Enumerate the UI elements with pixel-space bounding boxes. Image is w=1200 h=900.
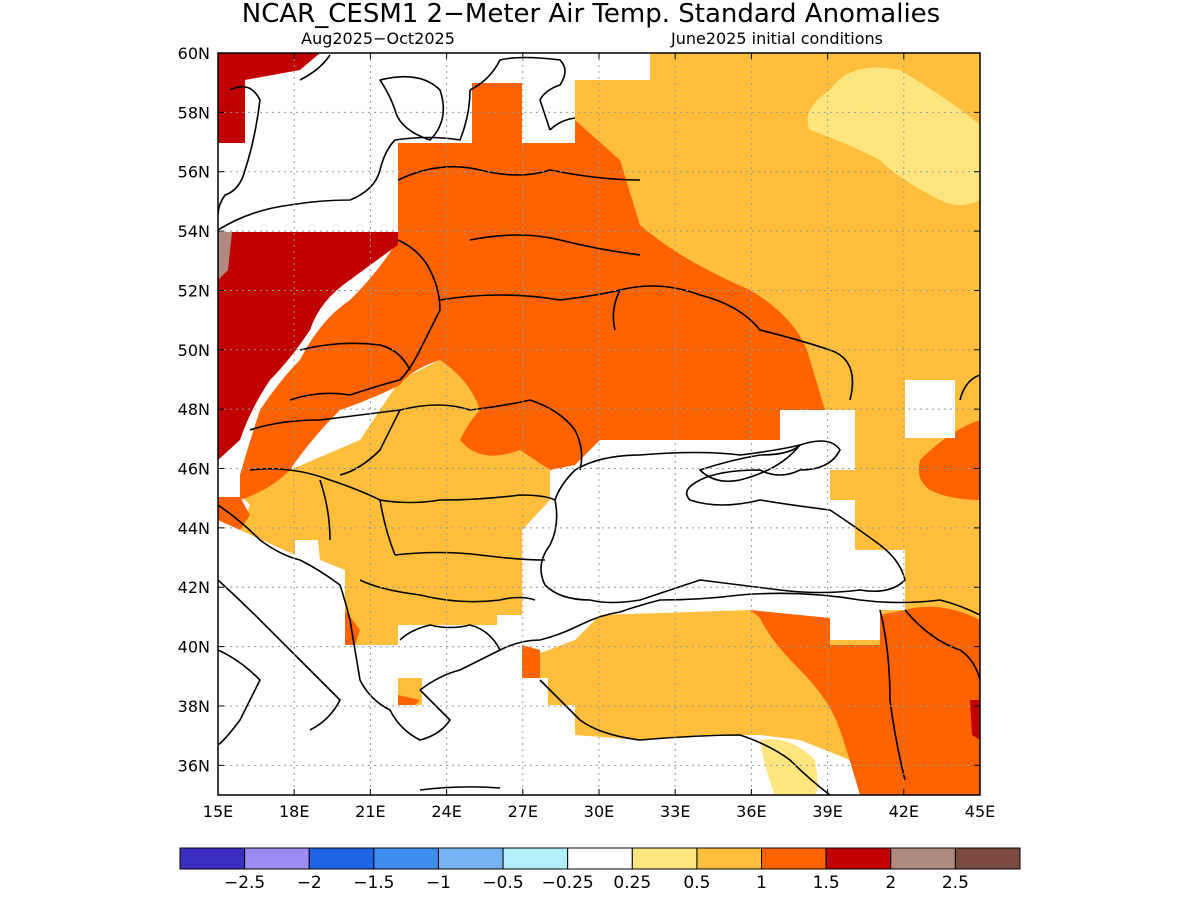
colorbar-swatch — [631, 847, 698, 870]
initial-conditions-subtitle: June2025 initial conditions — [670, 29, 883, 48]
colorbar-label: 2 — [885, 873, 896, 893]
lon-tick-label: 33E — [660, 802, 690, 821]
lon-tick-label: 21E — [355, 802, 385, 821]
coastlines-borders — [218, 54, 980, 795]
lon-tick-label: 24E — [431, 802, 461, 821]
colorbar-label: 0.25 — [613, 873, 651, 893]
lat-tick-label: 46N — [178, 460, 210, 479]
colorbar-label: −0.25 — [542, 873, 594, 893]
lat-tick-label: 52N — [178, 281, 210, 300]
lon-tick-label: 39E — [812, 802, 842, 821]
colorbar-swatch — [308, 847, 375, 870]
colorbar-swatch — [437, 847, 504, 870]
colorbar-swatch — [502, 847, 569, 870]
colorbar-swatch — [179, 847, 246, 870]
anomaly-fill-2-2.5 — [218, 232, 232, 280]
lat-tick-label: 40N — [178, 638, 210, 657]
lon-tick-label: 15E — [203, 802, 233, 821]
map-gridlines — [218, 53, 980, 795]
sea-mask — [522, 83, 955, 438]
anomaly-fill-1.5-2 — [218, 53, 980, 740]
colorbar-legend: −2.5 −2 −1.5 −1 −0.5 −0.25 0.25 0.5 1 1.5 2 2.5 — [179, 847, 1021, 893]
colorbar-label: −1.5 — [353, 873, 394, 893]
colorbar-swatch — [890, 847, 956, 870]
latitude-axis: 60N 58N 56N 54N 52N 50N 48N 46N 44N 42N 40N 38N 36N — [178, 44, 980, 775]
colorbar-label: −2 — [297, 873, 322, 893]
lat-tick-label: 38N — [178, 697, 210, 716]
colorbar-swatch — [244, 847, 310, 870]
colorbar-swatch — [567, 847, 633, 870]
lat-tick-label: 36N — [178, 756, 210, 775]
lat-tick-label: 50N — [178, 341, 210, 360]
colorbar-swatch — [373, 847, 439, 870]
period-subtitle: Aug2025−Oct2025 — [301, 29, 455, 48]
lon-tick-label: 27E — [508, 802, 538, 821]
colorbar-swatch — [825, 847, 892, 870]
lat-tick-label: 44N — [178, 519, 210, 538]
colorbar-label: −1 — [426, 873, 451, 893]
colorbar-label: 1.5 — [813, 873, 840, 893]
longitude-axis: 15E 18E 21E 24E 27E 30E 33E 36E 39E 42E 45E — [203, 53, 995, 821]
colorbar-label: 0.5 — [683, 873, 710, 893]
lon-tick-label: 30E — [584, 802, 614, 821]
lat-tick-label: 58N — [178, 103, 210, 122]
colorbar-swatch — [954, 847, 1021, 870]
lon-tick-label: 18E — [279, 802, 309, 821]
colorbar-swatch — [696, 847, 763, 870]
lat-tick-label: 54N — [178, 222, 210, 241]
map-title: NCAR_CESM1 2−Meter Air Temp. Standard An… — [242, 0, 940, 29]
anomaly-fill-0.25-0.5 — [760, 67, 980, 795]
anomaly-fill-1-1.5 — [218, 83, 980, 795]
lat-tick-label: 42N — [178, 578, 210, 597]
colorbar-label: −0.5 — [482, 873, 523, 893]
colorbar-label: 1 — [756, 873, 767, 893]
lat-tick-label: 60N — [178, 44, 210, 63]
lon-tick-label: 36E — [736, 802, 766, 821]
colorbar-label: 2.5 — [942, 873, 969, 893]
colorbar-swatch — [761, 847, 827, 870]
map-area — [218, 53, 980, 795]
colorbar-label: −2.5 — [224, 873, 265, 893]
lat-tick-label: 48N — [178, 400, 210, 419]
lat-tick-label: 56N — [178, 163, 210, 182]
lon-tick-label: 45E — [965, 802, 995, 821]
lon-tick-label: 42E — [889, 802, 919, 821]
